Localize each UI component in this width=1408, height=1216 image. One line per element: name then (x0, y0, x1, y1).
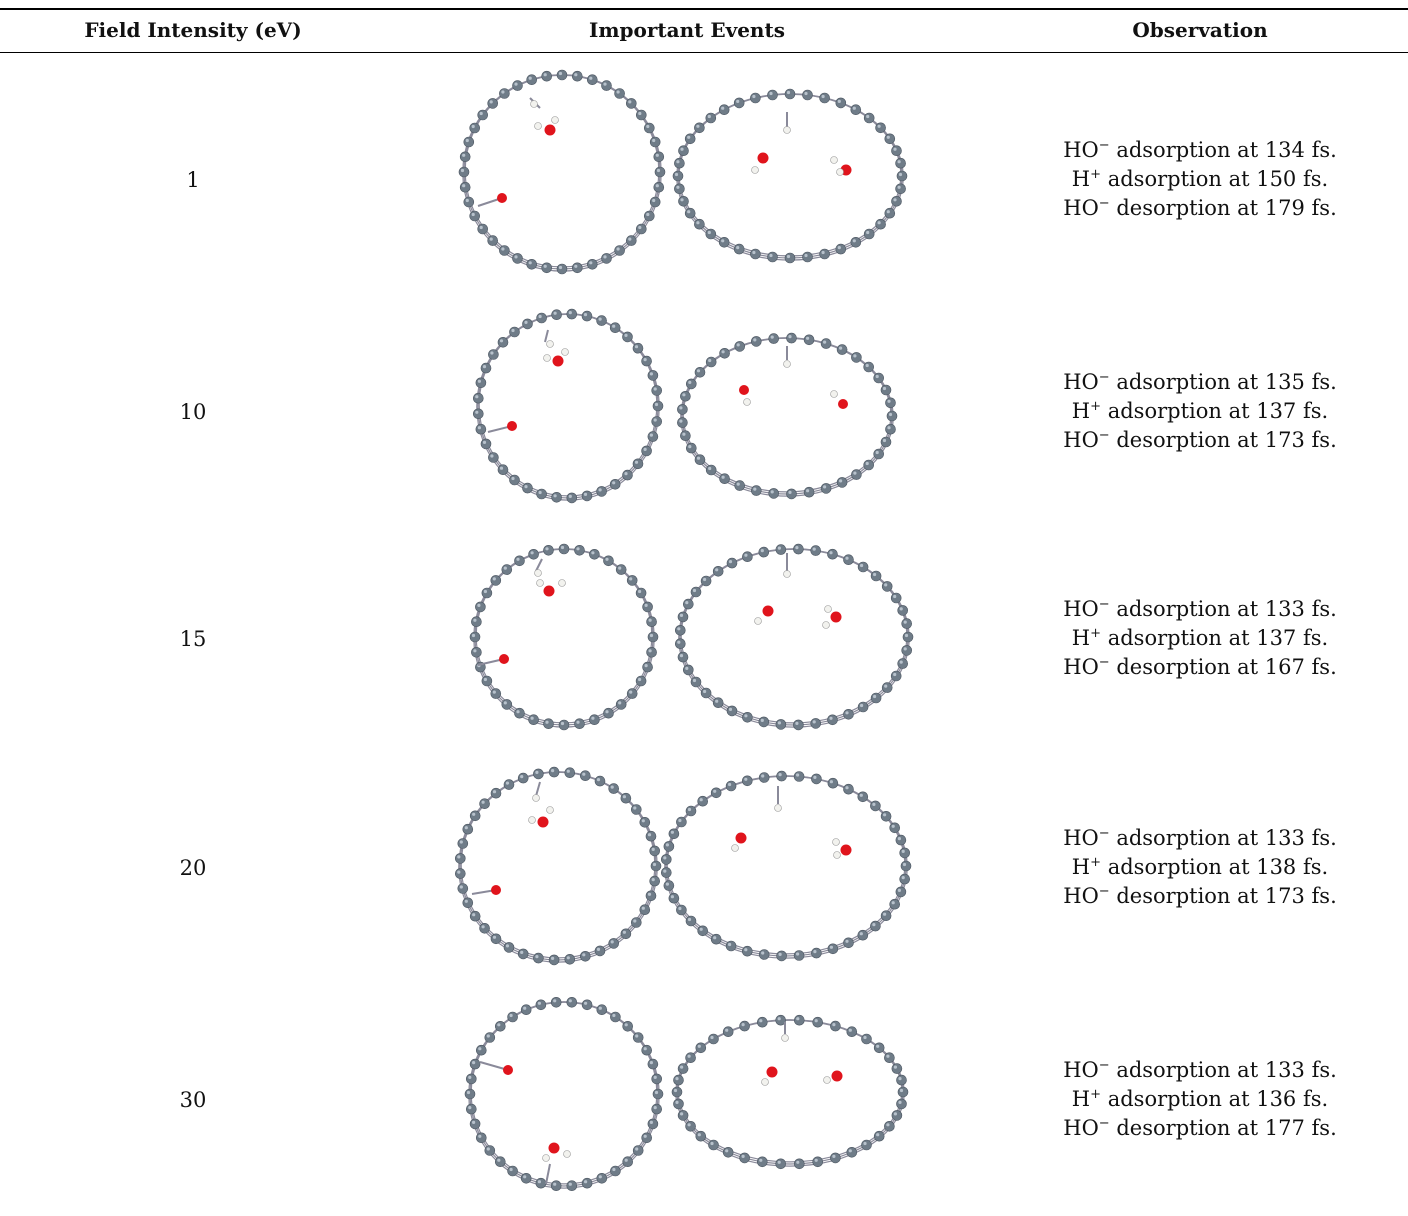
field-intensity-value: 20 (179, 856, 207, 880)
table-row: 10 HO− adsorption at 135 fs. H+ adsorpti… (0, 300, 1408, 524)
observation-line: HO− adsorption at 133 fs. (1063, 1058, 1337, 1082)
field-intensity-value: 30 (179, 1088, 207, 1112)
molecules (479, 1022, 843, 1185)
observation-line: HO− adsorption at 133 fs. (1063, 826, 1337, 850)
header-observation: Observation (1132, 18, 1268, 42)
molecules (477, 97, 852, 207)
observation-line: H+ adsorption at 138 fs. (1071, 855, 1329, 879)
observation-line: HO− desorption at 177 fs. (1063, 1116, 1337, 1140)
observation-line: HO− desorption at 167 fs. (1063, 655, 1337, 679)
observation-line: HO− adsorption at 133 fs. (1063, 597, 1337, 621)
table-row: 15 HO− adsorption at 133 fs. H+ adsorpti… (0, 527, 1408, 751)
molecules (477, 553, 842, 666)
observation-text: HO− adsorption at 133 fs. H+ adsorption … (1063, 824, 1337, 911)
observation-line: HO− adsorption at 134 fs. (1063, 138, 1337, 162)
molecular-snapshots (472, 308, 898, 504)
molecules (471, 781, 852, 895)
nanotube-left (458, 69, 666, 275)
observation-line: H+ adsorption at 136 fs. (1071, 1087, 1329, 1111)
header-field-intensity: Field Intensity (eV) (84, 18, 302, 42)
nanotube-left (469, 543, 659, 731)
observation-line: H+ adsorption at 137 fs. (1071, 399, 1329, 423)
observation-text: HO− adsorption at 135 fs. H+ adsorption … (1063, 368, 1337, 455)
nanotube-right (672, 88, 908, 264)
observation-text: HO− adsorption at 134 fs. H+ adsorption … (1063, 136, 1337, 223)
field-intensity-value: 10 (179, 400, 207, 424)
field-intensity-value: 1 (186, 168, 200, 192)
molecular-snapshots (458, 69, 908, 275)
molecular-snapshots (469, 543, 914, 731)
molecular-snapshots (464, 997, 909, 1191)
table-row: 20 HO− adsorption at 133 fs. H+ adsorpti… (0, 756, 1408, 980)
observation-line: HO− desorption at 173 fs. (1063, 884, 1337, 908)
table-row: 1 HO− adsorption at 134 fs. H+ adsorptio… (0, 68, 1408, 292)
observation-text: HO− adsorption at 133 fs. H+ adsorption … (1063, 1056, 1337, 1143)
header-important-events: Important Events (589, 18, 785, 42)
observation-line: H+ adsorption at 150 fs. (1071, 167, 1329, 191)
observation-text: HO− adsorption at 133 fs. H+ adsorption … (1063, 595, 1337, 682)
nanotube-right (677, 332, 898, 500)
field-intensity-value: 15 (179, 627, 207, 651)
nanotube-left (455, 766, 662, 966)
nanotube-right (661, 770, 912, 962)
molecular-snapshots (455, 766, 912, 966)
nanotube-left (464, 997, 664, 1191)
nanotube-right (675, 543, 914, 731)
molecules (487, 329, 848, 433)
nanotube-right (671, 1014, 909, 1170)
table-header-rule (0, 52, 1408, 53)
table-row: 30 HO− adsorption at 133 fs. H+ adsorpti… (0, 988, 1408, 1212)
observation-line: HO− desorption at 173 fs. (1063, 428, 1337, 452)
observation-line: H+ adsorption at 137 fs. (1071, 626, 1329, 650)
observation-line: HO− desorption at 179 fs. (1063, 196, 1337, 220)
table-top-rule (0, 8, 1408, 10)
observation-line: HO− adsorption at 135 fs. (1063, 370, 1337, 394)
nanotube-left (472, 308, 664, 504)
